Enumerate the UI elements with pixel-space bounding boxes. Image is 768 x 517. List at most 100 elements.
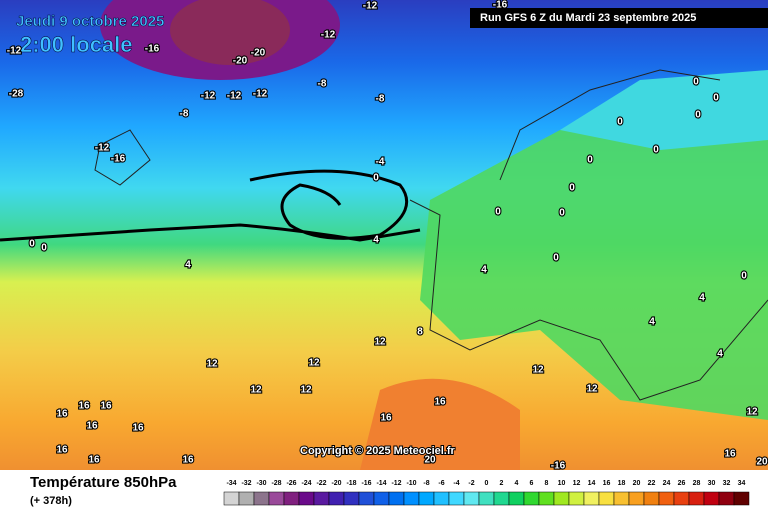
contour-label: 12 [250, 385, 262, 396]
legend-tick: 30 [708, 480, 716, 487]
contour-label: 12 [206, 359, 218, 370]
legend-swatch [223, 491, 240, 506]
legend-swatch [253, 491, 270, 506]
contour-label: 0 [559, 208, 565, 219]
contour-label: 16 [380, 413, 392, 424]
legend-swatch [628, 491, 645, 506]
legend-tick: 4 [515, 480, 519, 487]
legend-tick: -6 [438, 480, 444, 487]
contour-label: 0 [495, 207, 501, 218]
contour-label: -20 [251, 48, 266, 59]
contour-label: 0 [693, 77, 699, 88]
legend-tick: 22 [648, 480, 656, 487]
legend-tick: 32 [723, 480, 731, 487]
copyright: Copyright © 2025 Meteociel.fr [300, 445, 456, 457]
legend-swatch [643, 491, 660, 506]
legend-tick: -10 [406, 480, 416, 487]
legend-tick: -22 [316, 480, 326, 487]
legend-swatch [448, 491, 465, 506]
run-info: Run GFS 6 Z du Mardi 23 septembre 2025 [480, 12, 696, 24]
legend-swatch [268, 491, 285, 506]
legend-swatch [478, 491, 495, 506]
legend-swatch [718, 491, 735, 506]
contour-label: 0 [569, 183, 575, 194]
contour-label: 0 [653, 145, 659, 156]
legend-tick: -32 [241, 480, 251, 487]
legend-swatch [283, 491, 300, 506]
contour-label: -8 [180, 109, 189, 120]
legend-tick: 14 [588, 480, 596, 487]
legend-tick: 34 [738, 480, 746, 487]
contour-label: -4 [376, 157, 385, 168]
field-title: Température 850hPa [30, 474, 177, 491]
hot-area [360, 378, 520, 470]
contour-label: 20 [424, 455, 436, 466]
legend-swatch [463, 491, 480, 506]
legend-swatch [403, 491, 420, 506]
legend-swatch [343, 491, 360, 506]
legend-swatch [613, 491, 630, 506]
contour-label: 0 [553, 253, 559, 264]
contour-label: -28 [9, 89, 24, 100]
contour-label: -8 [376, 94, 385, 105]
contour-label: 16 [132, 423, 144, 434]
contour-label: 20 [756, 457, 768, 468]
contour-label: 4 [373, 235, 379, 246]
contour-label: 0 [587, 155, 593, 166]
legend-tick: -16 [361, 480, 371, 487]
legend-tick: -8 [423, 480, 429, 487]
legend-tick: 24 [663, 480, 671, 487]
legend-swatch [733, 491, 750, 506]
legend-swatch [538, 491, 555, 506]
legend-tick: -14 [376, 480, 386, 487]
legend-tick: -2 [468, 480, 474, 487]
legend-tick: 2 [500, 480, 504, 487]
legend-swatch [688, 491, 705, 506]
contour-label: 12 [586, 384, 598, 395]
legend-swatch [388, 491, 405, 506]
lead-time: (+ 378h) [30, 495, 72, 507]
contour-zero [0, 169, 421, 242]
legend-tick: 28 [693, 480, 701, 487]
contour-label: 16 [88, 455, 100, 466]
legend: -34 -32 -30 -28 -26 -24 -22 -20 -18 -16 -14 -12 -10-… [223, 480, 750, 506]
legend-tick: -20 [331, 480, 341, 487]
warm-land [420, 90, 768, 420]
contour-label: 16 [56, 409, 68, 420]
legend-tick: -26 [286, 480, 296, 487]
contour-label: -12 [95, 143, 110, 154]
contour-labels: -12-12-12 -16 -20-20-28 -12 -12 -12-8-8-8-12-… [6, 0, 768, 473]
legend-tick: 8 [545, 480, 549, 487]
legend-swatch [523, 491, 540, 506]
contour-label: 0 [713, 93, 719, 104]
contour-label: -12 [227, 91, 242, 102]
contour-label: -20 [233, 56, 248, 67]
legend-tick: -30 [256, 480, 266, 487]
contour-label: 0 [617, 117, 623, 128]
legend-tick: -28 [271, 480, 281, 487]
legend-tick: 6 [530, 480, 534, 487]
contour-label: 16 [182, 455, 194, 466]
contour-label: 0 [41, 243, 47, 254]
legend-tick: -18 [346, 480, 356, 487]
contour-label: -12 [201, 91, 216, 102]
contour-label: 4 [481, 265, 487, 276]
contour-label: 16 [78, 401, 90, 412]
contour-label: -12 [321, 30, 336, 41]
cold-core [170, 0, 290, 65]
contour-label: 16 [56, 445, 68, 456]
legend-swatch [508, 491, 525, 506]
legend-tick: 12 [573, 480, 581, 487]
legend-tick: 10 [558, 480, 566, 487]
contour-label: 12 [532, 365, 544, 376]
legend-swatch [358, 491, 375, 506]
legend-swatch [238, 491, 255, 506]
cold-area [560, 70, 768, 150]
legend-swatch [493, 491, 510, 506]
legend-swatch [598, 491, 615, 506]
contour-label: -12 [363, 1, 378, 12]
legend-tick: 0 [485, 480, 489, 487]
contour-label: 0 [373, 173, 379, 184]
legend-tick: 20 [633, 480, 641, 487]
